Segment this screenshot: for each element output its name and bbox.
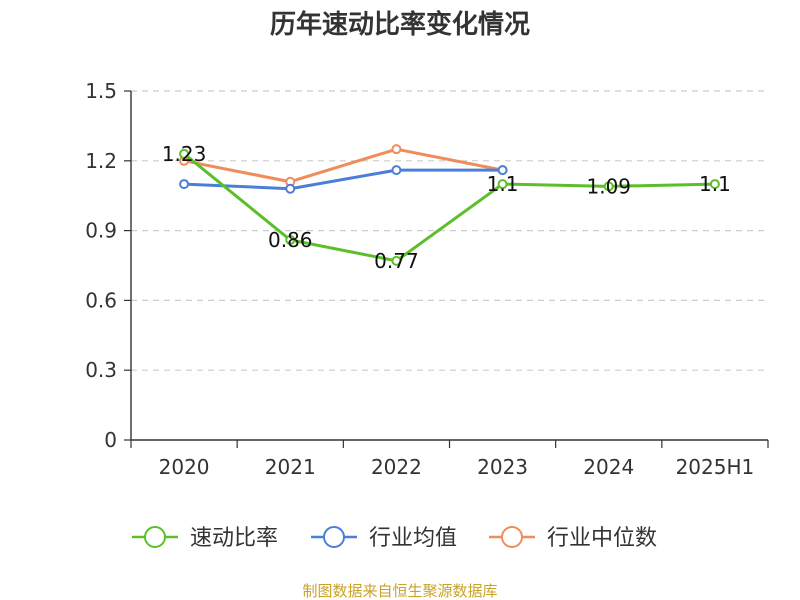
y-axis-ticks: 0 0.3 0.6 0.9 1.2 1.5	[85, 79, 117, 452]
legend[interactable]: 速动比率 行业均值 行业中位数	[132, 526, 657, 551]
legend-label-1: 行业均值	[369, 526, 457, 551]
x-tick-label-1: 2021	[265, 455, 316, 479]
y-tick-label-2: 0.6	[85, 288, 117, 312]
y-tick-label-0: 0	[104, 428, 117, 452]
data-point-s0-5	[709, 179, 720, 190]
axes	[124, 90, 769, 448]
y-tick-label-5: 1.5	[85, 79, 117, 103]
x-tick-label-2: 2022	[371, 455, 422, 479]
data-point-s1-1	[285, 183, 296, 194]
legend-marker-1	[323, 526, 345, 548]
x-tick-label-3: 2023	[477, 455, 528, 479]
series-group	[179, 144, 720, 266]
data-label-1: 0.86	[268, 228, 313, 252]
data-point-s0-1	[285, 234, 296, 245]
data-point-s0-2	[391, 255, 402, 266]
data-label-3: 1.1	[487, 172, 519, 196]
legend-item-0[interactable]: 速动比率	[132, 526, 278, 551]
x-tick-label-5: 2025H1	[676, 455, 755, 479]
data-point-s1-2	[391, 165, 402, 176]
legend-marker-2	[501, 526, 523, 548]
x-tick-label-4: 2024	[583, 455, 634, 479]
source-note: 制图数据来自恒生聚源数据库	[302, 582, 497, 600]
data-label-2: 0.77	[374, 249, 419, 273]
y-tick-label-3: 0.9	[85, 219, 117, 243]
legend-marker-0	[144, 526, 166, 548]
data-point-s0-0	[179, 148, 190, 159]
data-label-4: 1.09	[586, 174, 631, 198]
chart-title: 历年速动比率变化情况	[270, 9, 530, 40]
data-point-s0-3	[497, 179, 508, 190]
series-line-0	[183, 152, 715, 263]
y-tick-label-4: 1.2	[85, 149, 117, 173]
data-point-s0-4	[603, 181, 614, 192]
data-labels: 1.23 0.86 0.77 1.1 1.09 1.1	[162, 142, 731, 273]
legend-item-2[interactable]: 行业中位数	[489, 526, 657, 551]
x-axis-ticks: 2020 2021 2022 2023 2024 2025H1	[159, 455, 755, 479]
data-label-5: 1.1	[699, 172, 731, 196]
series-line-1	[184, 168, 503, 191]
data-label-0: 1.23	[162, 142, 207, 166]
legend-item-1[interactable]: 行业均值	[311, 526, 457, 551]
legend-label-2: 行业中位数	[547, 526, 657, 551]
y-tick-label-1: 0.3	[85, 358, 117, 382]
grid-lines	[131, 90, 768, 371]
data-point-s2-2	[391, 144, 402, 155]
legend-label-0: 速动比率	[190, 526, 278, 551]
data-point-s1-0	[179, 179, 190, 190]
data-point-s1-3	[497, 165, 508, 176]
x-tick-label-0: 2020	[159, 455, 210, 479]
series-line-2	[183, 147, 503, 184]
